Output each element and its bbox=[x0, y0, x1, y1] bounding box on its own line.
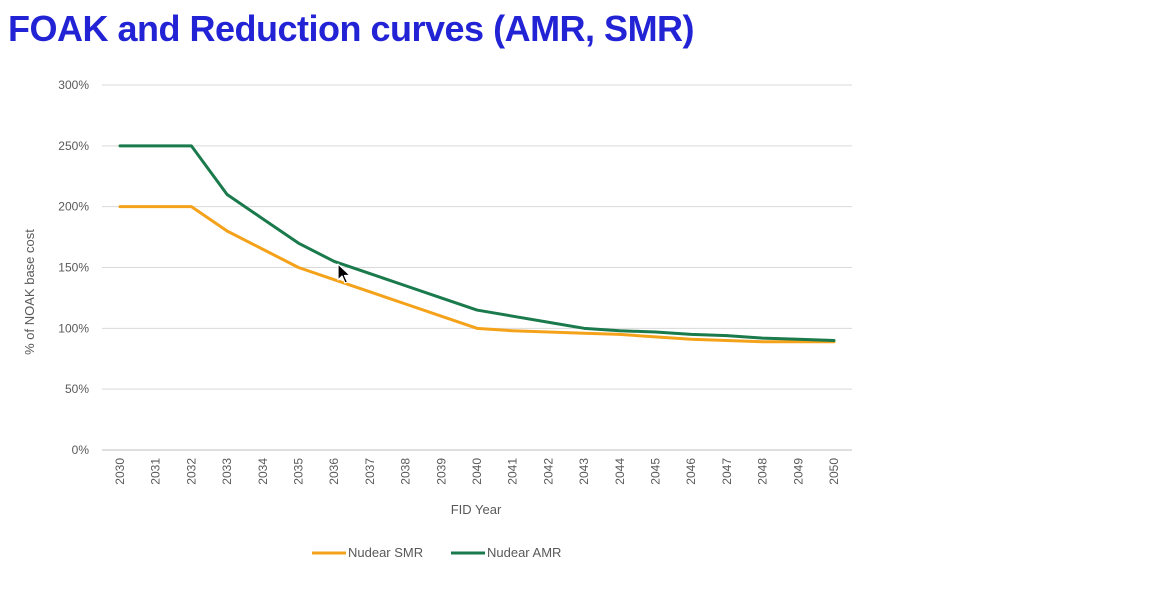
x-tick-label: 2050 bbox=[827, 458, 841, 485]
mouse-cursor-icon bbox=[337, 263, 351, 284]
gridlines bbox=[102, 84, 852, 451]
x-tick-label: 2037 bbox=[363, 458, 377, 485]
series-line bbox=[118, 144, 836, 342]
x-tick-label: 2039 bbox=[434, 458, 448, 485]
slide-title: FOAK and Reduction curves (AMR, SMR) bbox=[8, 8, 695, 49]
y-tick-label: 50% bbox=[65, 382, 89, 396]
x-tick-label: 2032 bbox=[184, 458, 198, 485]
legend-label: Nudear SMR bbox=[348, 545, 423, 560]
x-tick-label: 2035 bbox=[292, 458, 306, 485]
x-axis-title: FID Year bbox=[451, 502, 502, 517]
x-tick-label: 2038 bbox=[399, 458, 413, 485]
x-tick-label: 2036 bbox=[327, 458, 341, 485]
y-tick-label: 200% bbox=[58, 200, 89, 214]
x-tick-label: 2031 bbox=[149, 458, 163, 485]
y-tick-label: 300% bbox=[58, 78, 89, 92]
series-line bbox=[118, 205, 836, 344]
x-tick-label: 2033 bbox=[220, 458, 234, 485]
x-axis-ticks: 2030 2031 2032 2033 2034 2035 2036 2037 2038 2039… bbox=[113, 458, 841, 485]
x-tick-label: 2040 bbox=[470, 458, 484, 485]
y-tick-label: 150% bbox=[58, 261, 89, 275]
legend-label: Nudear AMR bbox=[487, 545, 561, 560]
x-tick-label: 2048 bbox=[756, 458, 770, 485]
y-tick-label: 100% bbox=[58, 321, 89, 335]
legend: Nudear SMR Nudear AMR bbox=[312, 545, 561, 560]
x-tick-label: 2049 bbox=[791, 458, 805, 485]
y-tick-label: 250% bbox=[58, 139, 89, 153]
x-tick-label: 2030 bbox=[113, 458, 127, 485]
y-tick-label: 0% bbox=[72, 443, 90, 457]
y-axis-title: % of NOAK base cost bbox=[22, 229, 37, 355]
x-tick-label: 2042 bbox=[541, 458, 555, 485]
x-tick-label: 2041 bbox=[506, 458, 520, 485]
x-tick-label: 2047 bbox=[720, 458, 734, 485]
x-tick-label: 2044 bbox=[613, 458, 627, 485]
x-tick-label: 2045 bbox=[649, 458, 663, 485]
x-tick-label: 2043 bbox=[577, 458, 591, 485]
x-tick-label: 2046 bbox=[684, 458, 698, 485]
x-tick-label: 2034 bbox=[256, 458, 270, 485]
y-axis-ticks: 0% 50% 100% 150% 200% 250% 300% bbox=[58, 78, 89, 457]
series-lines bbox=[118, 144, 836, 344]
